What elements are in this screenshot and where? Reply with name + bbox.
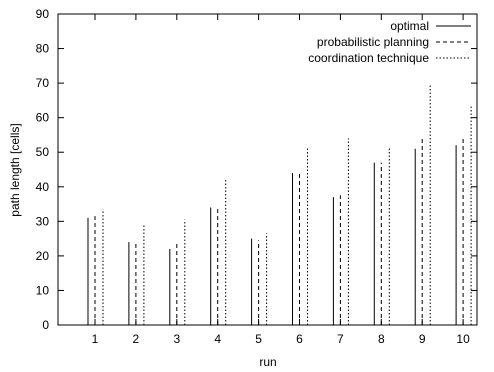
legend-label-coordination-technique: coordination technique: [308, 51, 429, 65]
x-tick-label-3: 4: [214, 332, 221, 346]
x-tick-label-2: 3: [173, 332, 180, 346]
legend-label-probabilistic-planning: probabilistic planning: [317, 35, 429, 49]
x-axis: 1 2 3 4 5 6 7 8 9 10: [92, 14, 470, 346]
x-tick-label-0: 1: [92, 332, 99, 346]
y-tick-label-4: 40: [36, 180, 50, 194]
y-tick-label-3: 30: [36, 214, 50, 228]
y-tick-label-8: 80: [36, 42, 50, 56]
x-tick-label-7: 8: [378, 332, 385, 346]
plot-frame: [57, 13, 478, 326]
x-tick-label-4: 5: [255, 332, 262, 346]
y-tick-label-0: 0: [42, 318, 49, 332]
legend-label-optimal: optimal: [390, 19, 429, 33]
y-tick-label-5: 50: [36, 145, 50, 159]
x-tick-label-5: 6: [296, 332, 303, 346]
x-tick-label-1: 2: [133, 332, 140, 346]
y-tick-label-6: 60: [36, 111, 50, 125]
y-axis: 0 10 20 30 40 50 60 70 80 90: [36, 7, 477, 332]
x-axis-label: run: [259, 355, 276, 369]
y-axis-label: path length [cells]: [8, 123, 22, 216]
y-tick-label-7: 70: [36, 76, 50, 90]
legend: optimal probabilistic planning coordinat…: [308, 19, 471, 65]
x-tick-label-9: 10: [456, 332, 470, 346]
x-tick-label-8: 9: [419, 332, 426, 346]
y-tick-label-1: 10: [36, 283, 50, 297]
y-tick-label-9: 90: [36, 7, 50, 21]
y-tick-label-2: 20: [36, 249, 50, 263]
bars-layer: [87, 84, 472, 325]
x-tick-label-6: 7: [337, 332, 344, 346]
